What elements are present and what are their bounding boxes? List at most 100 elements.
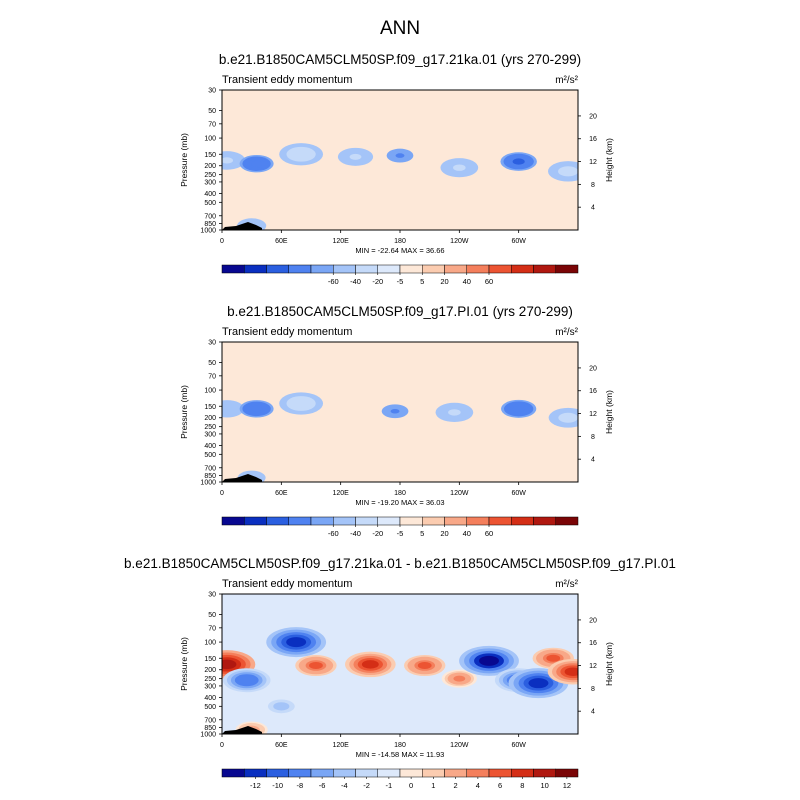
contour-blob <box>361 660 379 669</box>
colorbar-swatch <box>310 264 334 274</box>
colorbar-swatch <box>488 264 512 274</box>
y-tick-label: 150 <box>204 152 216 159</box>
y-axis-label: Pressure (mb) <box>179 133 189 187</box>
colorbar-swatch <box>221 264 245 274</box>
field <box>222 594 578 734</box>
contour-blob <box>546 654 561 662</box>
colorbar-swatch <box>288 264 312 274</box>
y-right-tick-label: 20 <box>589 365 597 372</box>
y-tick-label: 200 <box>204 163 216 170</box>
y-right-tick-label: 8 <box>591 434 595 441</box>
y-right-tick-label: 12 <box>589 663 597 670</box>
colorbar-swatch <box>488 516 512 526</box>
contour-blob <box>479 655 499 666</box>
y-right-tick-label: 8 <box>591 686 595 693</box>
y-tick-label: 70 <box>208 373 216 380</box>
colorbar-label: -60 <box>328 277 339 286</box>
contour-blob <box>293 150 309 158</box>
contour-blob <box>390 408 400 414</box>
colorbar-label: -10 <box>272 781 283 790</box>
panel-subtitle: Transient eddy momentum <box>222 326 352 338</box>
contour-blob <box>222 659 237 670</box>
x-tick-label: 0 <box>220 238 224 245</box>
y-tick-label: 850 <box>204 473 216 480</box>
y-right-tick-label: 4 <box>591 709 595 716</box>
x-tick-label: 120W <box>450 490 469 497</box>
x-tick-label: 60W <box>511 238 526 245</box>
y-right-axis-label: Height (km) <box>604 138 614 182</box>
chart-panel: b.e21.B1850CAM5CLM50SP.f09_g17.PI.01 (yr… <box>179 304 614 538</box>
y-right-tick-label: 16 <box>589 388 597 395</box>
y-tick-label: 400 <box>204 695 216 702</box>
y-right-tick-label: 8 <box>591 182 595 189</box>
colorbar-label: -4 <box>341 781 348 790</box>
contour-blob <box>286 637 307 648</box>
topography <box>222 474 262 482</box>
y-right-tick-label: 12 <box>589 411 597 418</box>
contour-blob <box>561 167 575 175</box>
colorbar-swatch <box>333 516 356 526</box>
contour-blob <box>250 405 263 412</box>
contour-blob <box>453 164 466 171</box>
y-right-tick-label: 20 <box>589 617 597 624</box>
y-right-tick-label: 4 <box>591 205 595 212</box>
x-tick-label: 180 <box>394 742 406 749</box>
field <box>222 342 578 482</box>
colorbar-label: 10 <box>540 781 548 790</box>
y-right-tick-label: 12 <box>589 159 597 166</box>
colorbar-swatch <box>244 264 267 274</box>
colorbar-label: -40 <box>350 529 361 538</box>
colorbar-swatch <box>377 516 401 526</box>
contour-blob <box>222 405 233 412</box>
y-tick-label: 1000 <box>200 228 216 235</box>
x-tick-label: 0 <box>220 490 224 497</box>
colorbar-label: -40 <box>350 277 361 286</box>
colorbar-swatch <box>422 516 445 526</box>
contour-blob <box>528 678 549 689</box>
panel-title: b.e21.B1850CAM5CLM50SP.f09_g17.21ka.01 (… <box>219 52 581 67</box>
y-tick-label: 50 <box>208 360 216 367</box>
y-tick-label: 70 <box>208 121 216 128</box>
colorbar-label: -8 <box>297 781 304 790</box>
colorbar-swatch <box>422 768 445 778</box>
colorbar-swatch <box>399 768 423 778</box>
colorbar-label: 20 <box>440 277 448 286</box>
colorbar-swatch <box>244 768 267 778</box>
y-tick-label: 1000 <box>200 732 216 739</box>
colorbar-swatch <box>288 768 312 778</box>
colorbar-label: -20 <box>372 277 383 286</box>
x-tick-label: 120E <box>332 742 349 749</box>
colorbar-swatch <box>333 264 356 274</box>
y-tick-label: 50 <box>208 108 216 115</box>
x-tick-label: 120E <box>332 490 349 497</box>
y-tick-label: 850 <box>204 221 216 228</box>
y-tick-label: 50 <box>208 612 216 619</box>
contour-blob <box>561 414 575 422</box>
y-right-tick-label: 16 <box>589 136 597 143</box>
colorbar-swatch <box>399 516 423 526</box>
y-tick-label: 250 <box>204 172 216 179</box>
y-tick-label: 300 <box>204 431 216 438</box>
colorbar-label: -6 <box>319 781 326 790</box>
colorbar-swatch <box>310 768 334 778</box>
contour-blob <box>250 160 263 167</box>
colorbar-swatch <box>466 264 490 274</box>
contour-blob <box>238 676 255 685</box>
y-tick-label: 150 <box>204 656 216 663</box>
y-right-tick-label: 16 <box>589 640 597 647</box>
y-tick-label: 1000 <box>200 480 216 487</box>
colorbar-label: -2 <box>363 781 370 790</box>
x-tick-label: 60E <box>275 490 288 497</box>
y-right-tick-label: 20 <box>589 113 597 120</box>
colorbar-swatch <box>399 264 423 274</box>
colorbar-label: 40 <box>463 529 471 538</box>
y-tick-label: 700 <box>204 213 216 220</box>
colorbar-swatch <box>511 516 534 526</box>
contour-blob <box>293 399 309 408</box>
x-tick-label: 120W <box>450 742 469 749</box>
min-max-stats: MIN = -22.64 MAX = 36.66 <box>355 246 444 255</box>
y-tick-label: 500 <box>204 452 216 459</box>
colorbar-label: -20 <box>372 529 383 538</box>
panel-subtitle: Transient eddy momentum <box>222 578 352 590</box>
colorbar-swatch <box>444 516 467 526</box>
